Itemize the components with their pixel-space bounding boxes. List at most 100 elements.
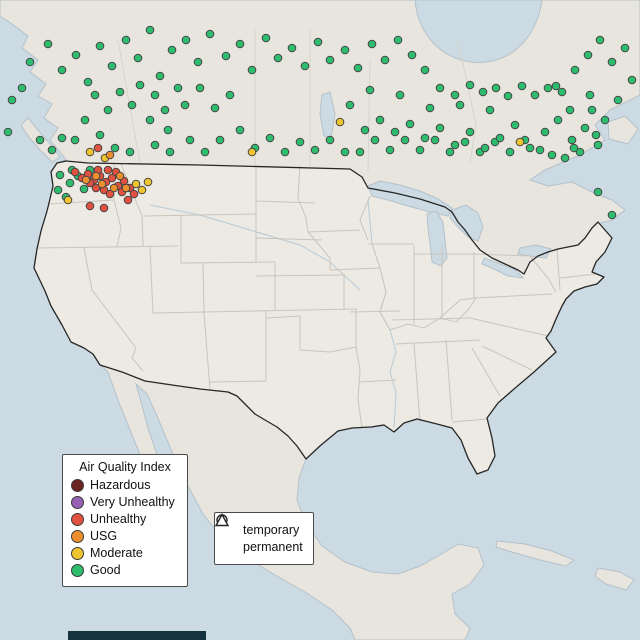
temporary-monitor-marker[interactable] (57, 133, 67, 143)
temporary-monitor-marker[interactable] (25, 57, 35, 67)
temporary-monitor-marker[interactable] (205, 29, 215, 39)
temporary-monitor-marker[interactable] (7, 95, 17, 105)
temporary-monitor-marker[interactable] (261, 33, 271, 43)
temporary-monitor-marker[interactable] (560, 153, 570, 163)
temporary-monitor-marker[interactable] (131, 179, 141, 189)
temporary-monitor-marker[interactable] (91, 171, 101, 181)
temporary-monitor-marker[interactable] (495, 133, 505, 143)
temporary-monitor-marker[interactable] (587, 105, 597, 115)
temporary-monitor-marker[interactable] (91, 183, 101, 193)
temporary-monitor-marker[interactable] (370, 135, 380, 145)
temporary-monitor-marker[interactable] (393, 35, 403, 45)
temporary-monitor-marker[interactable] (125, 147, 135, 157)
temporary-monitor-marker[interactable] (543, 83, 553, 93)
temporary-monitor-marker[interactable] (210, 103, 220, 113)
temporary-monitor-marker[interactable] (55, 170, 65, 180)
temporary-monitor-marker[interactable] (63, 195, 73, 205)
temporary-monitor-marker[interactable] (295, 137, 305, 147)
temporary-monitor-marker[interactable] (585, 90, 595, 100)
temporary-monitor-marker[interactable] (530, 90, 540, 100)
temporary-monitor-marker[interactable] (193, 57, 203, 67)
temporary-monitor-marker[interactable] (185, 135, 195, 145)
temporary-monitor-marker[interactable] (517, 81, 527, 91)
temporary-monitor-marker[interactable] (155, 71, 165, 81)
temporary-monitor-marker[interactable] (575, 147, 585, 157)
temporary-monitor-marker[interactable] (103, 165, 113, 175)
temporary-monitor-marker[interactable] (145, 115, 155, 125)
temporary-monitor-marker[interactable] (167, 45, 177, 55)
temporary-monitor-marker[interactable] (53, 185, 63, 195)
temporary-monitor-marker[interactable] (365, 85, 375, 95)
temporary-monitor-marker[interactable] (107, 61, 117, 71)
temporary-monitor-marker[interactable] (221, 51, 231, 61)
temporary-monitor-marker[interactable] (247, 147, 257, 157)
temporary-monitor-marker[interactable] (570, 65, 580, 75)
temporary-monitor-marker[interactable] (375, 115, 385, 125)
temporary-monitor-marker[interactable] (133, 53, 143, 63)
temporary-monitor-marker[interactable] (460, 137, 470, 147)
temporary-monitor-marker[interactable] (450, 90, 460, 100)
temporary-monitor-marker[interactable] (395, 90, 405, 100)
temporary-monitor-marker[interactable] (71, 50, 81, 60)
temporary-monitor-marker[interactable] (613, 95, 623, 105)
temporary-monitor-marker[interactable] (627, 75, 637, 85)
temporary-monitor-marker[interactable] (127, 100, 137, 110)
temporary-monitor-marker[interactable] (215, 135, 225, 145)
temporary-monitor-marker[interactable] (420, 65, 430, 75)
temporary-monitor-marker[interactable] (163, 125, 173, 135)
temporary-monitor-marker[interactable] (103, 105, 113, 115)
temporary-monitor-marker[interactable] (225, 90, 235, 100)
temporary-monitor-marker[interactable] (95, 41, 105, 51)
temporary-monitor-marker[interactable] (137, 185, 147, 195)
temporary-monitor-marker[interactable] (478, 87, 488, 97)
temporary-monitor-marker[interactable] (97, 179, 107, 189)
temporary-monitor-marker[interactable] (593, 187, 603, 197)
temporary-monitor-marker[interactable] (115, 87, 125, 97)
temporary-monitor-marker[interactable] (310, 145, 320, 155)
temporary-monitor-marker[interactable] (360, 125, 370, 135)
temporary-monitor-marker[interactable] (150, 140, 160, 150)
temporary-monitor-marker[interactable] (235, 39, 245, 49)
temporary-monitor-marker[interactable] (35, 135, 45, 145)
temporary-monitor-marker[interactable] (195, 83, 205, 93)
temporary-monitor-marker[interactable] (83, 77, 93, 87)
temporary-monitor-marker[interactable] (567, 135, 577, 145)
temporary-monitor-marker[interactable] (280, 147, 290, 157)
temporary-monitor-marker[interactable] (145, 25, 155, 35)
temporary-monitor-marker[interactable] (465, 127, 475, 137)
temporary-monitor-marker[interactable] (557, 87, 567, 97)
temporary-monitor-marker[interactable] (510, 120, 520, 130)
temporary-monitor-marker[interactable] (313, 37, 323, 47)
temporary-monitor-marker[interactable] (565, 105, 575, 115)
temporary-monitor-marker[interactable] (105, 189, 115, 199)
temporary-monitor-marker[interactable] (200, 147, 210, 157)
temporary-monitor-marker[interactable] (367, 39, 377, 49)
temporary-monitor-marker[interactable] (181, 35, 191, 45)
temporary-monitor-marker[interactable] (109, 183, 119, 193)
temporary-monitor-marker[interactable] (287, 43, 297, 53)
temporary-monitor-marker[interactable] (553, 115, 563, 125)
temporary-monitor-marker[interactable] (150, 90, 160, 100)
temporary-monitor-marker[interactable] (400, 135, 410, 145)
temporary-monitor-marker[interactable] (535, 145, 545, 155)
temporary-monitor-marker[interactable] (107, 173, 117, 183)
temporary-monitor-marker[interactable] (569, 143, 579, 153)
temporary-monitor-marker[interactable] (405, 119, 415, 129)
temporary-monitor-marker[interactable] (173, 83, 183, 93)
temporary-monitor-marker[interactable] (525, 143, 535, 153)
temporary-monitor-marker[interactable] (435, 83, 445, 93)
temporary-monitor-marker[interactable] (580, 123, 590, 133)
temporary-monitor-marker[interactable] (123, 195, 133, 205)
temporary-monitor-marker[interactable] (593, 140, 603, 150)
temporary-monitor-marker[interactable] (110, 143, 120, 153)
temporary-monitor-marker[interactable] (340, 147, 350, 157)
temporary-monitor-marker[interactable] (85, 147, 95, 157)
temporary-monitor-marker[interactable] (353, 63, 363, 73)
temporary-monitor-marker[interactable] (105, 150, 115, 160)
temporary-monitor-marker[interactable] (540, 127, 550, 137)
temporary-monitor-marker[interactable] (80, 115, 90, 125)
temporary-monitor-marker[interactable] (57, 65, 67, 75)
temporary-monitor-marker[interactable] (445, 147, 455, 157)
temporary-monitor-marker[interactable] (480, 143, 490, 153)
